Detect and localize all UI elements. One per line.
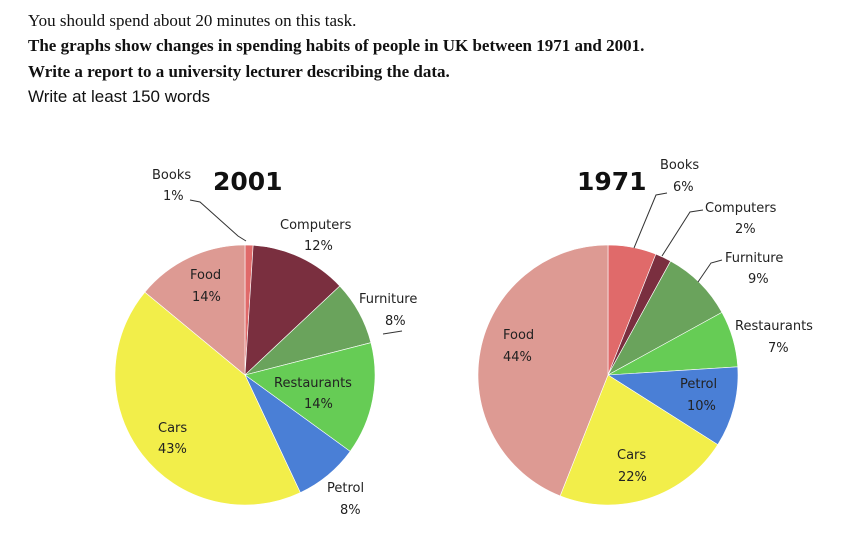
pie-1971-label-computers: Computers (705, 201, 777, 216)
pie-1971-value-restaurants: 7% (768, 341, 789, 356)
pie-1971-value-cars: 22% (618, 470, 647, 485)
pie-2001-label-petrol: Petrol (327, 481, 364, 496)
pie-2001-value-restaurants: 14% (304, 397, 333, 412)
pie-1971-labels: Books 6% Computers 2% Furniture 9% Resta… (503, 158, 813, 485)
pie-1971-label-books: Books (660, 158, 699, 173)
pie-1971-leader-furniture (697, 259, 723, 283)
pie-2001-leader-lines (189, 199, 403, 335)
pie-1971-label-petrol: Petrol (680, 377, 717, 392)
pie-2001-slice-computers (244, 244, 341, 376)
pie-title-1971: 1971 (577, 167, 647, 196)
task-word-count-line: Write at least 150 words (28, 87, 211, 106)
pie-1971-slice-petrol (607, 366, 739, 446)
pie-2001-label-furniture: Furniture (359, 292, 417, 307)
pie-2001-label-computers: Computers (280, 218, 352, 233)
task-time-line: You should spend about 20 minutes on thi… (28, 11, 357, 30)
pie-1971-value-books: 6% (673, 180, 694, 195)
pie-2001-leader-books (189, 199, 247, 242)
task-report-line: Write a report to a university lecturer … (28, 62, 450, 81)
pie-1971-slice-cars (559, 374, 719, 506)
pie-2001-value-books: 1% (163, 189, 184, 204)
pie-1971-slice-food (477, 244, 609, 497)
pie-2001-value-food: 14% (192, 290, 221, 305)
pie-1971-leader-books (633, 192, 668, 249)
pie-chart-1971: 1971 Books 6% Computers 2% Furniture 9% … (477, 158, 813, 506)
pie-1971-value-food: 44% (503, 350, 532, 365)
pie-2001-label-restaurants: Restaurants (274, 376, 352, 391)
pie-2001-labels: Books 1% Computers 12% Furniture 8% Rest… (152, 168, 417, 518)
pie-2001-label-food: Food (190, 268, 221, 283)
pie-2001-label-cars: Cars (158, 421, 187, 436)
pie-2001-slice-cars (114, 291, 301, 506)
task-instructions: You should spend about 20 minutes on thi… (28, 8, 858, 109)
pie-2001-value-furniture: 8% (385, 314, 406, 329)
pie-1971-value-petrol: 10% (687, 399, 716, 414)
pie-1971-label-restaurants: Restaurants (735, 319, 813, 334)
pie-2001-slice-restaurants (244, 342, 376, 452)
pie-1971-leader-computers (661, 209, 704, 257)
task-description-line: The graphs show changes in spending habi… (28, 36, 645, 55)
pie-1971-label-furniture: Furniture (725, 251, 783, 266)
pie-2001-label-books: Books (152, 168, 191, 183)
pie-1971-leader-lines (633, 192, 723, 283)
pie-2001-value-cars: 43% (158, 442, 187, 457)
pie-chart-2001: 2001 Books 1% Computers 12% Furniture 8%… (114, 167, 417, 518)
pie-1971-label-food: Food (503, 328, 534, 343)
pie-2001-slice-food (144, 244, 246, 376)
pie-1971-value-computers: 2% (735, 222, 756, 237)
pie-1971-value-furniture: 9% (748, 272, 769, 287)
pie-1971-label-cars: Cars (617, 448, 646, 463)
pie-2001-value-petrol: 8% (340, 503, 361, 518)
pie-title-2001: 2001 (213, 167, 283, 196)
pie-2001-underline-furniture (382, 330, 403, 335)
pie-2001-value-computers: 12% (304, 239, 333, 254)
